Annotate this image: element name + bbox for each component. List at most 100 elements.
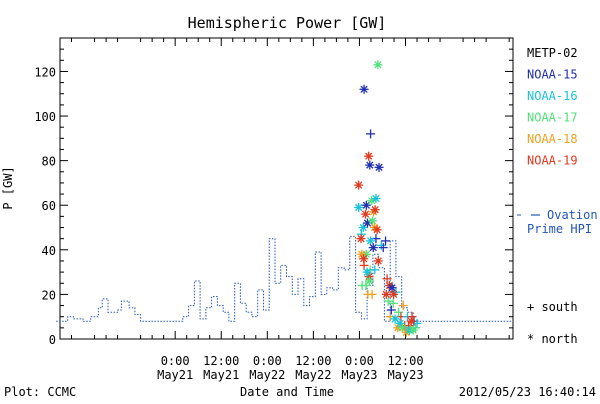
south-marker	[376, 240, 386, 250]
south-marker	[370, 265, 380, 275]
plot-frame	[59, 37, 514, 340]
star-stroke	[360, 255, 368, 263]
north-marker	[406, 316, 416, 326]
star-stroke	[355, 203, 363, 212]
north-marker	[362, 267, 372, 277]
chart-axes: 0204060801001200:00May2112:00May210:00Ma…	[34, 37, 514, 382]
north-marker	[370, 205, 380, 215]
x-tick-date-label: May22	[249, 368, 285, 382]
north-marker	[389, 289, 399, 299]
star-stroke	[382, 290, 390, 299]
star-stroke	[388, 284, 396, 292]
south-marker	[394, 307, 404, 317]
north-marker	[373, 256, 383, 266]
star-stroke	[368, 217, 377, 225]
north-marker	[390, 314, 400, 324]
north-marker	[364, 151, 374, 161]
star-stroke	[396, 319, 404, 328]
north-marker	[354, 202, 364, 212]
ovation-label-line1: Ovation	[547, 208, 598, 222]
star-stroke	[360, 85, 368, 93]
star-stroke	[374, 61, 382, 69]
south-marker	[366, 129, 376, 139]
x-tick-date-label: May23	[387, 368, 423, 382]
legend-entry: METP-02	[527, 46, 578, 60]
x-tick-date-label: May21	[203, 368, 239, 382]
south-marker	[388, 298, 398, 308]
x-tick-time-label: 12:00	[203, 354, 239, 368]
star-stroke	[398, 324, 407, 332]
north-marker	[367, 216, 377, 226]
north-marker	[381, 289, 391, 299]
star-stroke	[363, 268, 371, 276]
x-axis-label: Date and Time	[240, 385, 334, 399]
north-marker	[356, 234, 366, 244]
marker-legend-north: * north	[527, 332, 578, 346]
south-marker	[381, 236, 391, 246]
ovation-line	[56, 235, 513, 322]
legend-entry: NOAA-15	[527, 68, 578, 82]
star-stroke	[407, 317, 415, 325]
south-marker	[386, 305, 396, 315]
y-tick-label: 60	[42, 199, 56, 213]
north-marker	[371, 194, 381, 204]
y-tick-label: 80	[42, 155, 56, 169]
plot-timestamp: 2012/05/23 16:40:14	[459, 385, 596, 399]
y-tick-label: 20	[42, 288, 56, 302]
y-tick-label: 40	[42, 244, 56, 258]
star-stroke	[371, 206, 379, 214]
x-tick-time-label: 12:00	[295, 354, 331, 368]
legend-entry: NOAA-16	[527, 89, 578, 103]
north-marker	[387, 283, 397, 293]
legend-entry: NOAA-17	[527, 111, 578, 125]
star-stroke	[409, 326, 417, 334]
x-tick-date-label: May22	[295, 368, 331, 382]
south-marker	[378, 243, 388, 253]
north-marker	[372, 225, 382, 235]
x-tick-date-label: May23	[341, 368, 377, 382]
north-marker	[359, 254, 369, 264]
star-stroke	[374, 257, 382, 265]
legend-entry: NOAA-19	[527, 154, 578, 168]
star-stroke	[365, 277, 374, 285]
north-marker	[365, 160, 375, 170]
x-tick-time-label: 0:00	[345, 354, 374, 368]
north-marker	[366, 236, 376, 246]
north-marker	[408, 325, 418, 335]
ovation-label-line2: Prime HPI	[527, 222, 592, 236]
star-stroke	[357, 235, 365, 243]
x-tick-time-label: 0:00	[161, 354, 190, 368]
south-marker	[383, 296, 393, 306]
north-marker	[364, 276, 374, 286]
y-axis-label: P [GW]	[1, 166, 15, 209]
star-stroke	[372, 194, 380, 203]
north-marker	[359, 84, 369, 94]
y-tick-label: 120	[34, 65, 56, 79]
legend-entry: NOAA-18	[527, 132, 578, 146]
star-stroke	[391, 315, 399, 323]
star-stroke	[365, 152, 373, 160]
chart-series	[56, 60, 513, 337]
north-marker	[361, 209, 371, 219]
series-legend: METP-02 NOAA-15 NOAA-16 NOAA-17 NOAA-18 NOAA-…	[527, 46, 578, 168]
star-stroke	[361, 210, 370, 218]
chart-title: Hemispheric Power [GW]	[188, 14, 387, 32]
north-marker	[354, 180, 364, 190]
star-stroke	[355, 181, 363, 189]
south-marker	[357, 280, 367, 290]
south-marker	[367, 289, 377, 299]
x-tick-date-label: May21	[157, 368, 193, 382]
north-marker	[374, 162, 384, 172]
star-stroke	[358, 250, 366, 258]
y-tick-label: 0	[49, 333, 56, 347]
north-marker	[373, 60, 383, 70]
y-tick-label: 100	[34, 110, 56, 124]
x-tick-time-label: 0:00	[253, 354, 282, 368]
star-stroke	[373, 226, 381, 234]
marker-legend: + south * north	[527, 300, 578, 346]
marker-legend-south: + south	[527, 300, 578, 314]
star-stroke	[369, 243, 377, 252]
